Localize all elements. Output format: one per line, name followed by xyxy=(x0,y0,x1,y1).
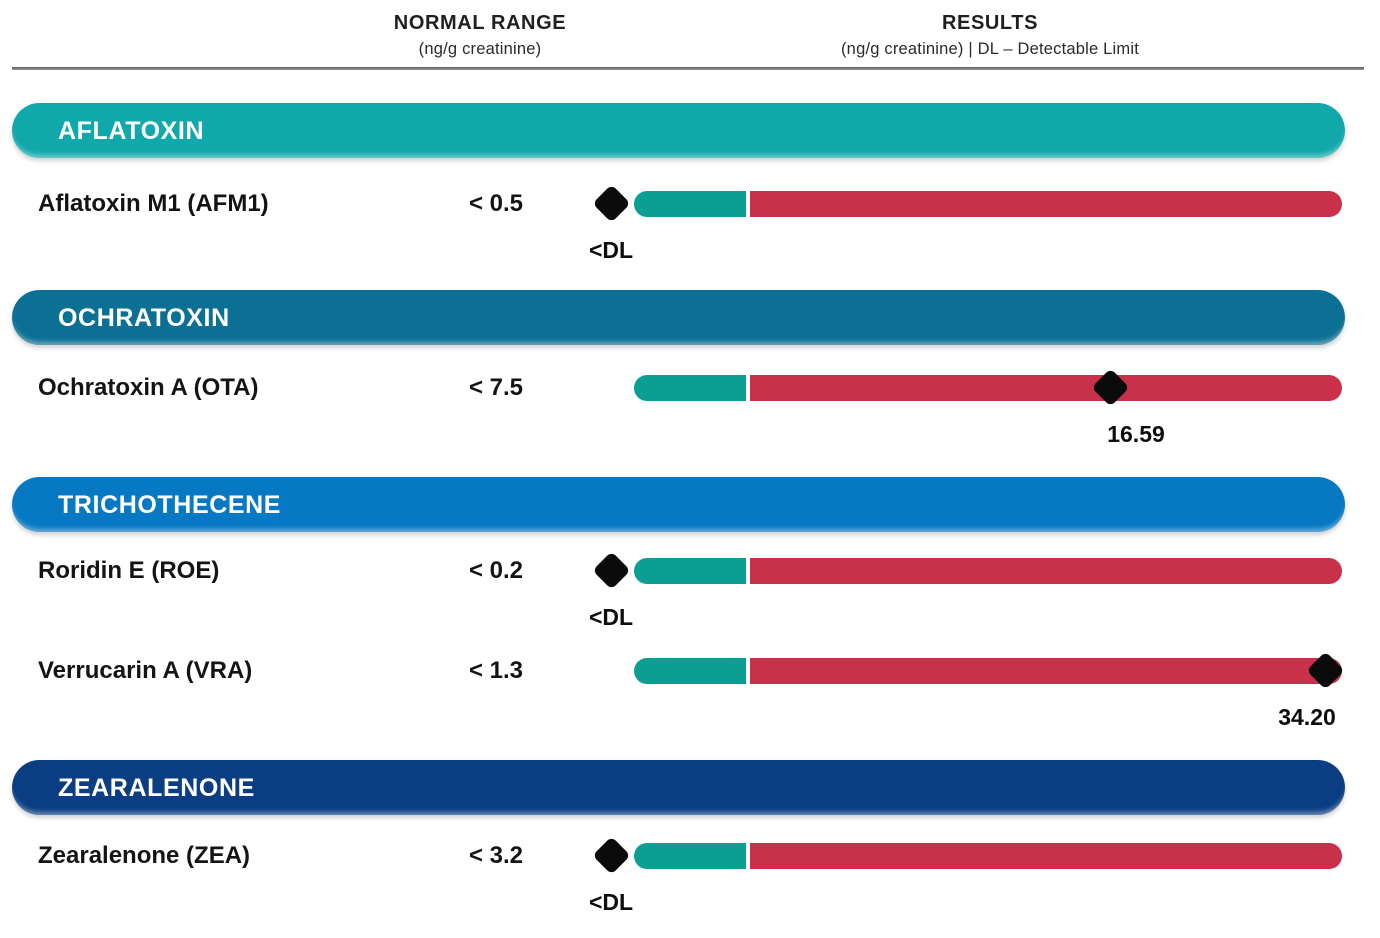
analyte-name: Aflatoxin M1 (AFM1) xyxy=(38,190,269,217)
analyte-name: Roridin E (ROE) xyxy=(38,557,220,584)
section-header-label: OCHRATOXIN xyxy=(58,304,230,332)
result-value: <DL xyxy=(588,889,634,915)
elevated-zone-bar xyxy=(750,375,1342,401)
section-header-label: ZEARALENONE xyxy=(58,774,255,802)
section-header-label: TRICHOTHECENE xyxy=(58,491,282,519)
normal-range-value: < 7.5 xyxy=(468,374,524,401)
analyte-name: Ochratoxin A (OTA) xyxy=(38,374,259,401)
analyte-name: Zearalenone (ZEA) xyxy=(38,842,251,869)
analyte-name: Verrucarin A (VRA) xyxy=(38,657,253,684)
result-value: 34.20 xyxy=(1278,704,1336,730)
normal-range-value: < 3.2 xyxy=(468,842,524,869)
section-header-ochratoxin: OCHRATOXIN xyxy=(12,290,1345,345)
elevated-zone-bar xyxy=(750,191,1342,217)
normal-range-value: < 1.3 xyxy=(468,657,524,684)
result-value: <DL xyxy=(588,237,634,263)
normal-zone-bar xyxy=(634,375,746,401)
result-value: <DL xyxy=(588,604,634,630)
header-divider-line xyxy=(12,67,1364,70)
section-header-trichothecene: TRICHOTHECENE xyxy=(12,477,1345,532)
elevated-zone-bar xyxy=(750,843,1342,869)
normal-range-column-title: NORMAL RANGE xyxy=(393,12,567,34)
normal-zone-bar xyxy=(634,191,746,217)
elevated-zone-bar xyxy=(750,658,1342,684)
normal-zone-bar xyxy=(634,843,746,869)
results-column-title: RESULTS xyxy=(941,12,1039,34)
results-column-subtitle: (ng/g creatinine) | DL – Detectable Limi… xyxy=(840,40,1140,58)
elevated-zone-bar xyxy=(750,558,1342,584)
normal-range-column-subtitle: (ng/g creatinine) xyxy=(418,40,542,58)
normal-zone-bar xyxy=(634,558,746,584)
section-header-label: AFLATOXIN xyxy=(58,117,205,145)
normal-zone-bar xyxy=(634,658,746,684)
normal-range-value: < 0.5 xyxy=(468,190,524,217)
normal-range-value: < 0.2 xyxy=(468,557,524,584)
section-header-aflatoxin: AFLATOXIN xyxy=(12,103,1345,158)
section-header-zearalenone: ZEARALENONE xyxy=(12,760,1345,815)
result-value: 16.59 xyxy=(1107,421,1165,447)
